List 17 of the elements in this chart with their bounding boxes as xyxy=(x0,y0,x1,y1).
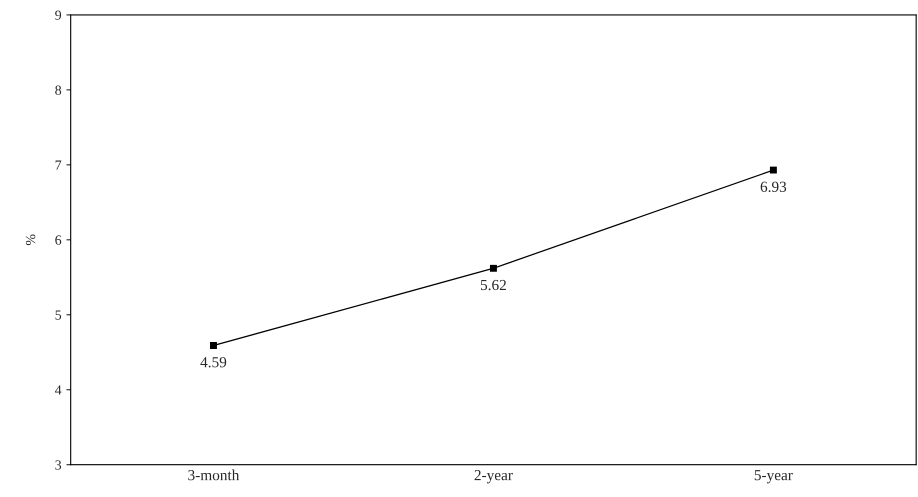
y-tick-label: 6 xyxy=(55,235,62,245)
y-tick-label: 4 xyxy=(54,385,62,395)
x-tick-label: 2-year xyxy=(474,470,513,484)
y-tick-label: 3 xyxy=(55,460,62,470)
x-tick-label: 5-year xyxy=(754,470,793,484)
y-axis-title: % xyxy=(26,234,36,246)
data-label: 4.59 xyxy=(200,357,226,368)
y-tick-label: 5 xyxy=(56,310,62,320)
data-label: 6.93 xyxy=(760,182,786,192)
y-tick-label: 9 xyxy=(55,10,62,20)
x-tick-label: 3-month xyxy=(188,470,240,480)
point xyxy=(210,342,217,349)
data-label: 5.62 xyxy=(480,280,506,290)
point xyxy=(770,166,777,174)
y-tick-label: 8 xyxy=(55,85,62,95)
point xyxy=(490,264,497,272)
y-tick-label: 7 xyxy=(56,160,62,170)
